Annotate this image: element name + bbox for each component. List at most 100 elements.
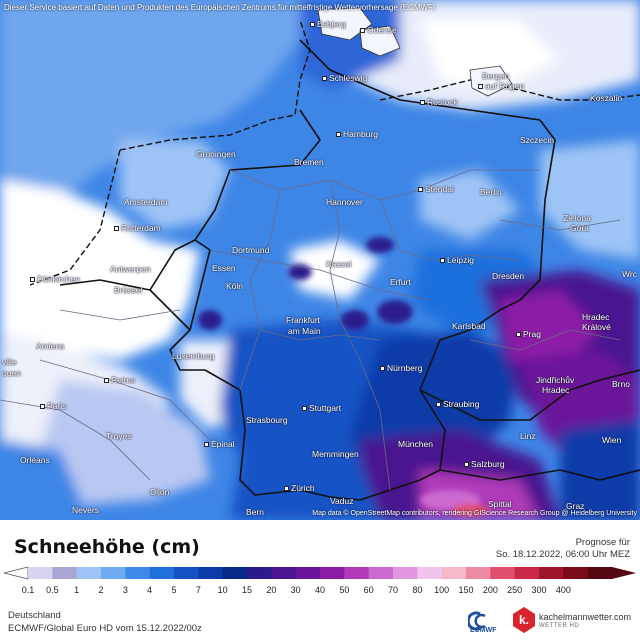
brand-name[interactable]: kachelmannwetter.com bbox=[539, 612, 632, 622]
city-label[interactable]: auf Rügen bbox=[478, 82, 524, 91]
scale-tick-label: 15 bbox=[241, 585, 253, 595]
city-marker-icon bbox=[336, 132, 341, 138]
map-canvas bbox=[0, 0, 640, 520]
city-label[interactable]: Straubing bbox=[436, 400, 479, 409]
city-label[interactable]: Prag bbox=[516, 330, 541, 339]
brand-subtitle: WETTER HD bbox=[539, 623, 580, 629]
city-label[interactable]: Karlsbad bbox=[452, 321, 486, 331]
scale-tick-label: 0.1 bbox=[21, 585, 35, 595]
city-label[interactable]: Brno bbox=[612, 379, 630, 389]
city-label[interactable]: Wrc bbox=[622, 269, 637, 279]
svg-text:k.: k. bbox=[519, 613, 529, 627]
city-label[interactable]: Hamburg bbox=[336, 130, 378, 139]
city-label[interactable]: Spittal bbox=[488, 499, 512, 509]
city-marker-icon bbox=[114, 226, 119, 232]
city-label[interactable]: Králové bbox=[582, 322, 611, 332]
city-label[interactable]: Odense bbox=[360, 26, 397, 35]
scale-tick-label: 2 bbox=[98, 585, 104, 595]
city-label[interactable]: Vaduz bbox=[330, 496, 354, 506]
city-label[interactable]: am Main bbox=[288, 326, 321, 336]
city-label[interactable]: Amsterdam bbox=[124, 197, 168, 207]
city-label[interactable]: Hannover bbox=[326, 197, 363, 207]
city-label[interactable]: Stendal bbox=[418, 185, 454, 194]
scale-swatch bbox=[295, 567, 321, 579]
city-label[interactable]: Bergen bbox=[482, 71, 510, 81]
scale-tick-label: 70 bbox=[387, 585, 399, 595]
scale-max-arrow-icon bbox=[612, 567, 636, 579]
city-label[interactable]: München bbox=[398, 439, 433, 449]
scale-swatch bbox=[539, 567, 564, 579]
scale-swatch bbox=[52, 567, 78, 579]
snow-depth-map[interactable]: Dieser Service basiert auf Daten und Pro… bbox=[0, 0, 640, 520]
city-marker-icon bbox=[104, 378, 109, 384]
city-marker-icon bbox=[310, 22, 315, 28]
city-marker-icon bbox=[516, 332, 521, 338]
city-label[interactable]: Esbjerg bbox=[310, 20, 346, 29]
scale-tick-label: 60 bbox=[363, 585, 374, 595]
map-attribution: Map data © OpenStreetMap contributors, r… bbox=[312, 510, 637, 517]
city-label[interactable]: Zielona bbox=[563, 213, 591, 223]
city-label[interactable]: Wien bbox=[602, 435, 622, 445]
city-label[interactable]: ville bbox=[2, 357, 17, 367]
city-label[interactable]: Luxemburg bbox=[172, 351, 215, 361]
city-marker-icon bbox=[478, 84, 483, 90]
city-label[interactable]: Graz bbox=[566, 501, 585, 511]
city-label[interactable]: Rotterdam bbox=[114, 224, 161, 233]
color-scale-bar bbox=[3, 566, 636, 580]
city-label[interactable]: Zürich bbox=[284, 484, 315, 493]
city-label[interactable]: Amiens bbox=[36, 341, 65, 351]
city-marker-icon bbox=[40, 404, 45, 410]
city-label[interactable]: Essen bbox=[212, 263, 236, 273]
city-label[interactable]: Jindřichův bbox=[536, 375, 575, 385]
ecmwf-logo-label: ECMWF bbox=[470, 627, 497, 634]
city-label[interactable]: Stuttgart bbox=[302, 404, 341, 413]
city-label[interactable]: Hradec bbox=[582, 312, 610, 322]
city-label[interactable]: Strasbourg bbox=[246, 415, 288, 425]
city-label[interactable]: ouen bbox=[2, 368, 21, 378]
city-label[interactable]: Nürnberg bbox=[380, 364, 422, 373]
scale-tick-label: 250 bbox=[507, 585, 523, 595]
city-label[interactable]: Paris bbox=[40, 402, 66, 411]
scale-tick-label: 20 bbox=[266, 585, 277, 595]
city-marker-icon bbox=[380, 366, 385, 372]
city-label[interactable]: Troyes bbox=[106, 431, 132, 441]
city-label[interactable]: Épinal bbox=[204, 440, 235, 449]
city-label[interactable]: Hradec bbox=[542, 385, 570, 395]
city-label[interactable]: Orléans bbox=[20, 455, 50, 465]
city-label[interactable]: Nevers bbox=[72, 505, 99, 515]
scale-tick-label: 150 bbox=[458, 585, 474, 595]
city-label[interactable]: Brüssel bbox=[114, 285, 143, 295]
city-label[interactable]: Memmingen bbox=[312, 449, 359, 459]
kachelmann-logo-icon[interactable]: k. bbox=[512, 606, 536, 634]
city-marker-icon bbox=[302, 406, 307, 412]
city-label[interactable]: Dijon bbox=[150, 487, 170, 497]
city-label[interactable]: Erfurt bbox=[390, 277, 411, 287]
city-label[interactable]: Rostock bbox=[420, 98, 458, 107]
city-label[interactable]: Bremen bbox=[294, 157, 324, 167]
city-label[interactable]: Berlin bbox=[480, 187, 502, 197]
city-label[interactable]: Szczecin bbox=[520, 135, 555, 145]
city-marker-icon bbox=[284, 486, 289, 492]
city-label[interactable]: Antwerpen bbox=[110, 264, 151, 274]
city-label[interactable]: Salzburg bbox=[464, 460, 505, 469]
city-label[interactable]: Kassel bbox=[326, 259, 352, 269]
scale-tick-label: 80 bbox=[412, 585, 423, 595]
city-label[interactable]: Koszalin bbox=[590, 93, 623, 103]
city-label[interactable]: Góra bbox=[570, 223, 589, 233]
city-label[interactable]: Groningen bbox=[196, 149, 236, 159]
city-label[interactable]: Reims bbox=[104, 376, 135, 385]
forecast-date: So. 18.12.2022, 06:00 Uhr MEZ bbox=[495, 549, 630, 560]
scale-swatch bbox=[490, 567, 516, 579]
city-label[interactable]: Frankfurt bbox=[286, 315, 321, 325]
city-label[interactable]: Dresden bbox=[492, 271, 525, 281]
city-label[interactable]: Leipzig bbox=[440, 256, 474, 265]
legend-title: Schneehöhe (cm) bbox=[14, 536, 200, 558]
city-label[interactable]: Dünkirchen bbox=[30, 275, 80, 284]
scale-tick-label: 1 bbox=[74, 585, 80, 595]
city-label[interactable]: Linz bbox=[520, 431, 536, 441]
city-label[interactable]: Dortmund bbox=[232, 245, 270, 255]
city-label[interactable]: Köln bbox=[226, 281, 244, 291]
city-label[interactable]: Bern bbox=[246, 507, 264, 517]
color-scale-ticks: 0.1 0.5 1 2 3 4 5 7 10 15 20 30 40 50 60 70 80 100 150 200 2… bbox=[0, 585, 640, 597]
city-label[interactable]: Schleswig bbox=[322, 74, 367, 83]
